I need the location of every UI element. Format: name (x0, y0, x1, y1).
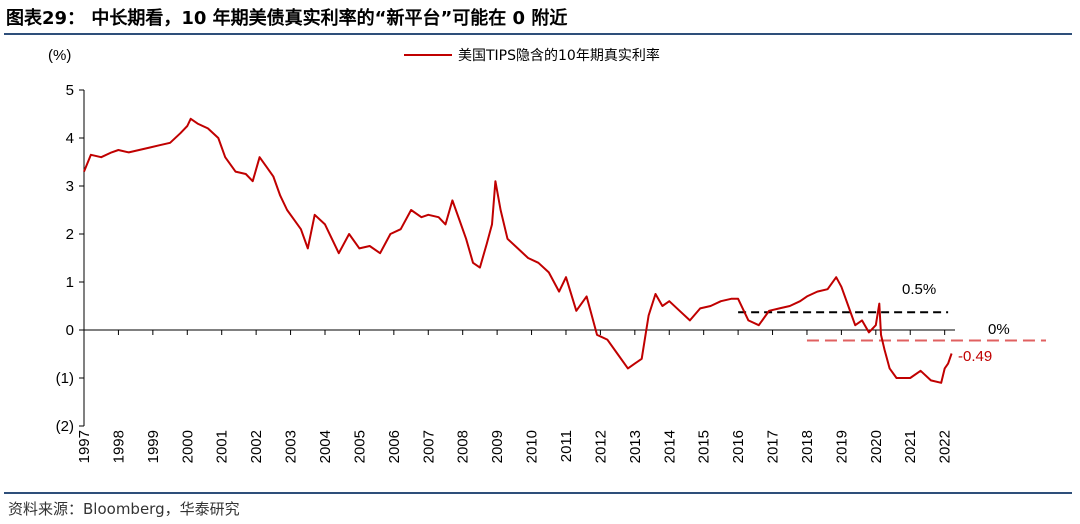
x-tick-label: 2018 (799, 430, 816, 463)
x-tick-label: 2015 (696, 430, 713, 463)
x-tick-label: 1999 (145, 430, 162, 463)
x-tick-label: 2009 (489, 430, 506, 463)
x-tick-label: 2006 (386, 430, 403, 463)
annotation-zero-percent: 0% (988, 321, 1010, 338)
x-tick-label: 2020 (868, 430, 885, 463)
x-tick-label: 2004 (317, 430, 334, 463)
footer-rule (4, 492, 1072, 494)
y-axis: (2) (1) 0 1 2 3 4 5 (56, 82, 85, 435)
annotation-latest-value: -0.49 (958, 348, 992, 365)
x-tick-label: 2012 (592, 430, 609, 463)
y-tick-label: 1 (66, 274, 74, 291)
y-tick-label: 2 (66, 226, 74, 243)
figure-title: 图表29： 中长期看，10 年期美债真实利率的“新平台”可能在 0 附近 (6, 8, 568, 29)
x-tick-label: 2017 (765, 430, 782, 463)
x-tick-label: 2010 (524, 430, 541, 463)
y-tick-label: (1) (56, 370, 74, 387)
x-axis: 1997 1998 1999 2000 2001 2002 2003 2004 2005 2006… (76, 329, 955, 463)
series-line-tips-real-rate (83, 117, 953, 384)
x-tick-label: 2001 (214, 430, 231, 463)
x-tick-label: 2019 (833, 430, 850, 463)
y-tick-label: 4 (66, 130, 74, 147)
x-tick-label: 2013 (627, 430, 644, 463)
x-tick-label: 2002 (248, 430, 265, 463)
x-tick-label: 2005 (351, 430, 368, 463)
x-tick-label: 2000 (179, 430, 196, 463)
x-tick-label: 2021 (902, 430, 919, 463)
x-tick-label: 1997 (76, 430, 93, 463)
y-tick-label: (2) (56, 418, 74, 435)
x-tick-label: 1998 (110, 430, 127, 463)
y-tick-label: 5 (66, 82, 74, 99)
y-tick-label: 0 (66, 322, 74, 339)
unit-label: (%) (48, 47, 71, 64)
x-tick-label: 2008 (455, 430, 472, 463)
x-tick-label: 2003 (283, 430, 300, 463)
x-tick-label: 2007 (420, 430, 437, 463)
x-tick-label: 2022 (937, 430, 954, 463)
figure-title-bar: 图表29： 中长期看，10 年期美债真实利率的“新平台”可能在 0 附近 (6, 6, 1074, 32)
reference-lines (738, 311, 1046, 342)
annotation-half-percent: 0.5% (902, 281, 936, 298)
x-tick-label: 2014 (661, 430, 678, 463)
title-rule (4, 33, 1072, 35)
x-tick-label: 2011 (558, 430, 575, 462)
legend-label: 美国TIPS隐含的10年期真实利率 (458, 47, 660, 64)
y-tick-label: 3 (66, 178, 74, 195)
source-note: 资料来源：Bloomberg，华泰研究 (8, 500, 240, 518)
legend: 美国TIPS隐含的10年期真实利率 (404, 47, 660, 64)
x-tick-label: 2016 (730, 430, 747, 463)
